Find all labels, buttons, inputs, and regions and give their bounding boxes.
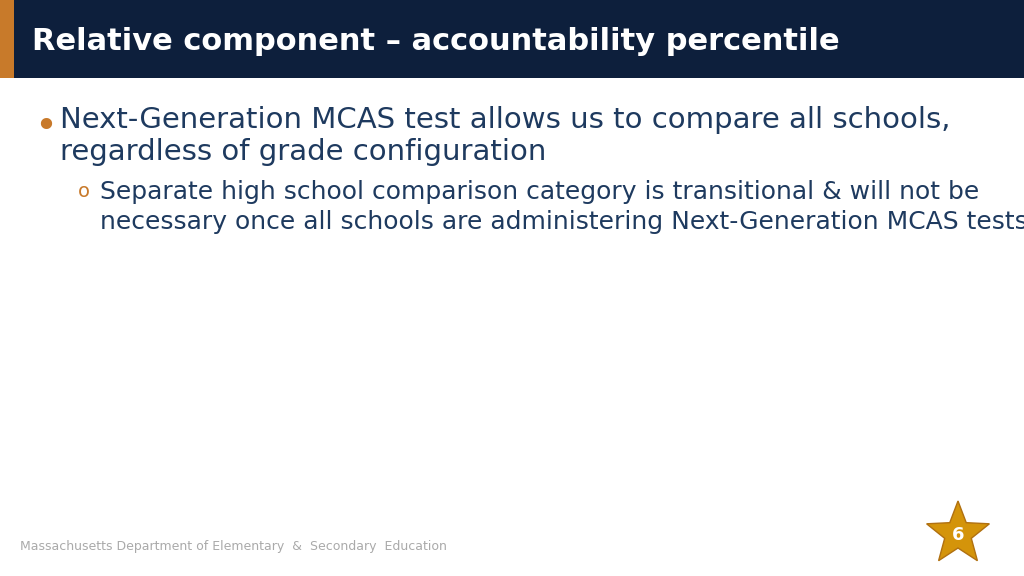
Polygon shape xyxy=(927,501,989,560)
Text: Separate high school comparison category is transitional & will not be: Separate high school comparison category… xyxy=(100,180,979,204)
Text: •: • xyxy=(34,108,57,146)
Text: Massachusetts Department of Elementary  &  Secondary  Education: Massachusetts Department of Elementary &… xyxy=(20,540,446,553)
Text: necessary once all schools are administering Next-Generation MCAS tests: necessary once all schools are administe… xyxy=(100,210,1024,234)
FancyBboxPatch shape xyxy=(0,0,1024,78)
FancyBboxPatch shape xyxy=(0,0,14,78)
Text: regardless of grade configuration: regardless of grade configuration xyxy=(60,138,547,166)
Text: 6: 6 xyxy=(951,526,965,544)
Text: Next-Generation MCAS test allows us to compare all schools,: Next-Generation MCAS test allows us to c… xyxy=(60,106,950,134)
Text: o: o xyxy=(78,182,90,201)
Text: Relative component – accountability percentile: Relative component – accountability perc… xyxy=(32,26,840,55)
